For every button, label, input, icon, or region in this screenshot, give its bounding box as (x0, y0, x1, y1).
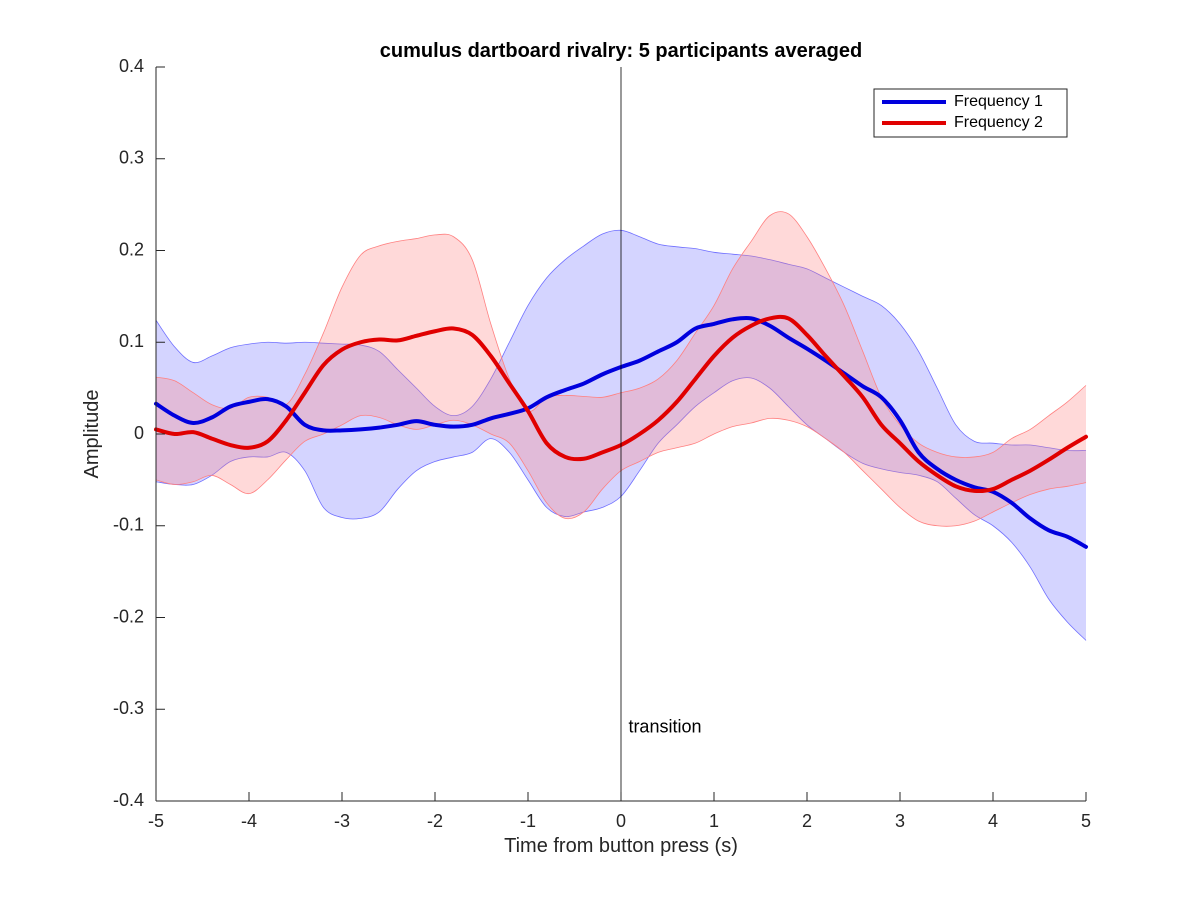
y-tick-label: 0.1 (119, 331, 144, 351)
legend-label-2: Frequency 2 (954, 114, 1043, 131)
x-tick-label: -3 (334, 811, 350, 831)
x-tick-label: 0 (616, 811, 626, 831)
x-tick-label: -1 (520, 811, 536, 831)
y-axis-label: Amplitude (81, 390, 103, 479)
band-2 (156, 211, 1086, 527)
x-tick-label: 4 (988, 811, 998, 831)
y-tick-label: -0.1 (113, 515, 144, 535)
x-axis-label: Time from button press (s) (504, 835, 738, 857)
x-tick-label: -4 (241, 811, 257, 831)
y-tick-label: -0.4 (113, 790, 144, 810)
legend-box (873, 88, 1068, 138)
x-tick-label: 5 (1081, 811, 1091, 831)
chart-title: cumulus dartboard rivalry: 5 participant… (380, 40, 862, 62)
y-tick-label: 0.3 (119, 148, 144, 168)
y-tick-label: 0.2 (119, 239, 144, 259)
y-tick-label: -0.3 (113, 698, 144, 718)
transition-label: transition (628, 716, 701, 736)
y-tick-label: -0.2 (113, 606, 144, 626)
x-tick-label: -2 (427, 811, 443, 831)
x-tick-label: -5 (148, 811, 164, 831)
x-tick-label: 1 (709, 811, 719, 831)
y-tick-label: 0.4 (119, 56, 144, 76)
legend: Frequency 1 Frequency 2 (873, 88, 1068, 138)
y-tick-label: 0 (134, 423, 144, 443)
axes: -5 -4 -3 -2 -1 0 1 2 3 4 5 -0.4 -0.3 -0.2 -0.1 0 0.1 0.2 0… (113, 56, 1091, 831)
x-tick-label: 2 (802, 811, 812, 831)
legend-label-1: Frequency 1 (954, 93, 1043, 110)
x-tick-label: 3 (895, 811, 905, 831)
transition-marker: transition (620, 67, 701, 801)
